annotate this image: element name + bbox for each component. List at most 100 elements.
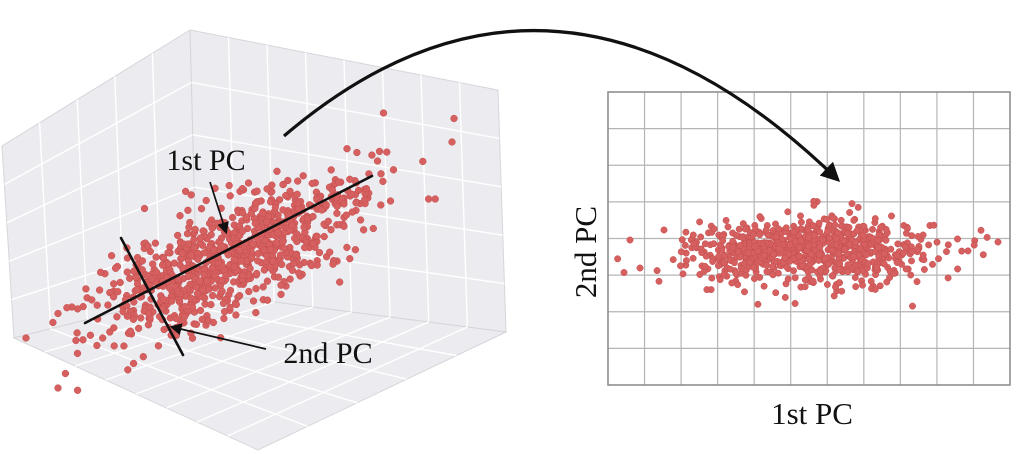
scatter-point: [964, 247, 972, 255]
scatter-point: [187, 191, 195, 199]
pane-grid-line: [343, 59, 353, 313]
scatter-point: [63, 304, 71, 312]
scatter-point: [326, 248, 334, 256]
scatter-point: [801, 276, 809, 284]
scatter-point: [79, 336, 87, 344]
scatter-point: [796, 243, 804, 251]
scatter-point: [958, 247, 966, 255]
scatter-point: [280, 244, 288, 252]
scatter-point: [114, 288, 122, 296]
scatter-point: [829, 214, 837, 222]
scatter-point: [277, 290, 285, 299]
scatter-point: [210, 246, 218, 254]
scatter-point: [82, 285, 90, 293]
scatter-point: [197, 205, 206, 213]
scatter-point: [844, 230, 852, 238]
scatter-point: [113, 313, 121, 321]
scatter-point: [860, 222, 868, 230]
scatter-point: [352, 199, 360, 207]
scatter-point: [22, 334, 30, 342]
scatter-point: [335, 178, 343, 186]
scatter-point: [876, 282, 884, 290]
scatter-point: [448, 138, 456, 146]
scatter-point: [279, 238, 287, 246]
scatter-point: [126, 327, 135, 335]
scatter-point: [431, 195, 439, 203]
scatter-point: [218, 243, 226, 251]
pane-grid-line: [38, 122, 52, 329]
scatter-point: [140, 204, 149, 213]
scatter-point: [200, 249, 208, 257]
scatter-point: [817, 267, 825, 275]
scatter-point: [266, 264, 275, 272]
scatter-point: [274, 273, 283, 281]
scatter-point: [804, 234, 812, 242]
scatter-point: [293, 190, 301, 198]
scatter-point: [729, 243, 737, 251]
scatter-point: [278, 260, 286, 269]
scatter-point: [669, 256, 677, 264]
scatter-point: [450, 114, 458, 123]
scatter-point: [620, 269, 628, 276]
scatter-point: [859, 281, 866, 289]
scatter-point: [49, 318, 57, 327]
scatter-point: [73, 329, 81, 337]
scatter-point: [874, 244, 882, 252]
scatter-point: [124, 366, 132, 374]
scatter-point: [133, 253, 142, 262]
scatter-point: [313, 261, 321, 269]
scatter-point: [224, 251, 232, 259]
scatter-point: [116, 278, 124, 287]
scatter-point: [729, 237, 737, 245]
scatter-point: [110, 324, 118, 332]
scatter-point: [181, 187, 190, 196]
scatter-point: [271, 203, 279, 212]
scatter-point: [79, 302, 87, 311]
scatter-point: [274, 229, 282, 237]
scatter-point: [232, 311, 240, 319]
scatter-point: [869, 225, 876, 233]
scatter-point: [823, 215, 831, 223]
scatter-point: [258, 209, 267, 218]
scatter-point: [309, 240, 317, 248]
scatter-point: [205, 219, 214, 228]
scatter-point: [836, 260, 844, 268]
scatter-point: [844, 261, 852, 269]
scatter-point: [340, 200, 348, 208]
scatter-point: [834, 229, 842, 237]
scatter-point: [249, 240, 257, 248]
scatter-point: [909, 302, 916, 310]
scatter-point: [73, 349, 82, 358]
scatter-point: [933, 238, 941, 246]
scatter-point: [710, 225, 718, 233]
pane-grid-line: [114, 76, 125, 311]
scatter-point: [821, 255, 829, 263]
scatter-point: [119, 308, 127, 316]
pane-grid-line: [11, 238, 196, 301]
scatter-point: [781, 293, 789, 301]
scatter-point: [828, 246, 836, 254]
scatter-point: [292, 251, 300, 259]
scatter-point: [790, 228, 798, 236]
scatter-point: [192, 320, 201, 329]
scatter-point: [247, 254, 256, 262]
scatter-point: [775, 225, 783, 233]
scatter-point: [944, 241, 952, 249]
scatter-point: [222, 271, 230, 280]
scatter-point: [850, 216, 858, 224]
scatter-point: [174, 231, 182, 240]
scatter-point: [137, 314, 145, 322]
scatter-point: [861, 241, 869, 248]
scatter-point: [129, 315, 138, 323]
scatter-point: [276, 251, 285, 259]
scatter-point: [819, 236, 827, 244]
scatter-point: [291, 234, 299, 242]
scatter-point: [328, 186, 337, 194]
scatter-point: [279, 180, 287, 189]
scatter-point: [236, 246, 244, 255]
scatter-point: [99, 334, 107, 342]
scatter-point: [893, 251, 901, 259]
scatter-point: [107, 252, 116, 260]
scatter-point: [701, 262, 709, 270]
